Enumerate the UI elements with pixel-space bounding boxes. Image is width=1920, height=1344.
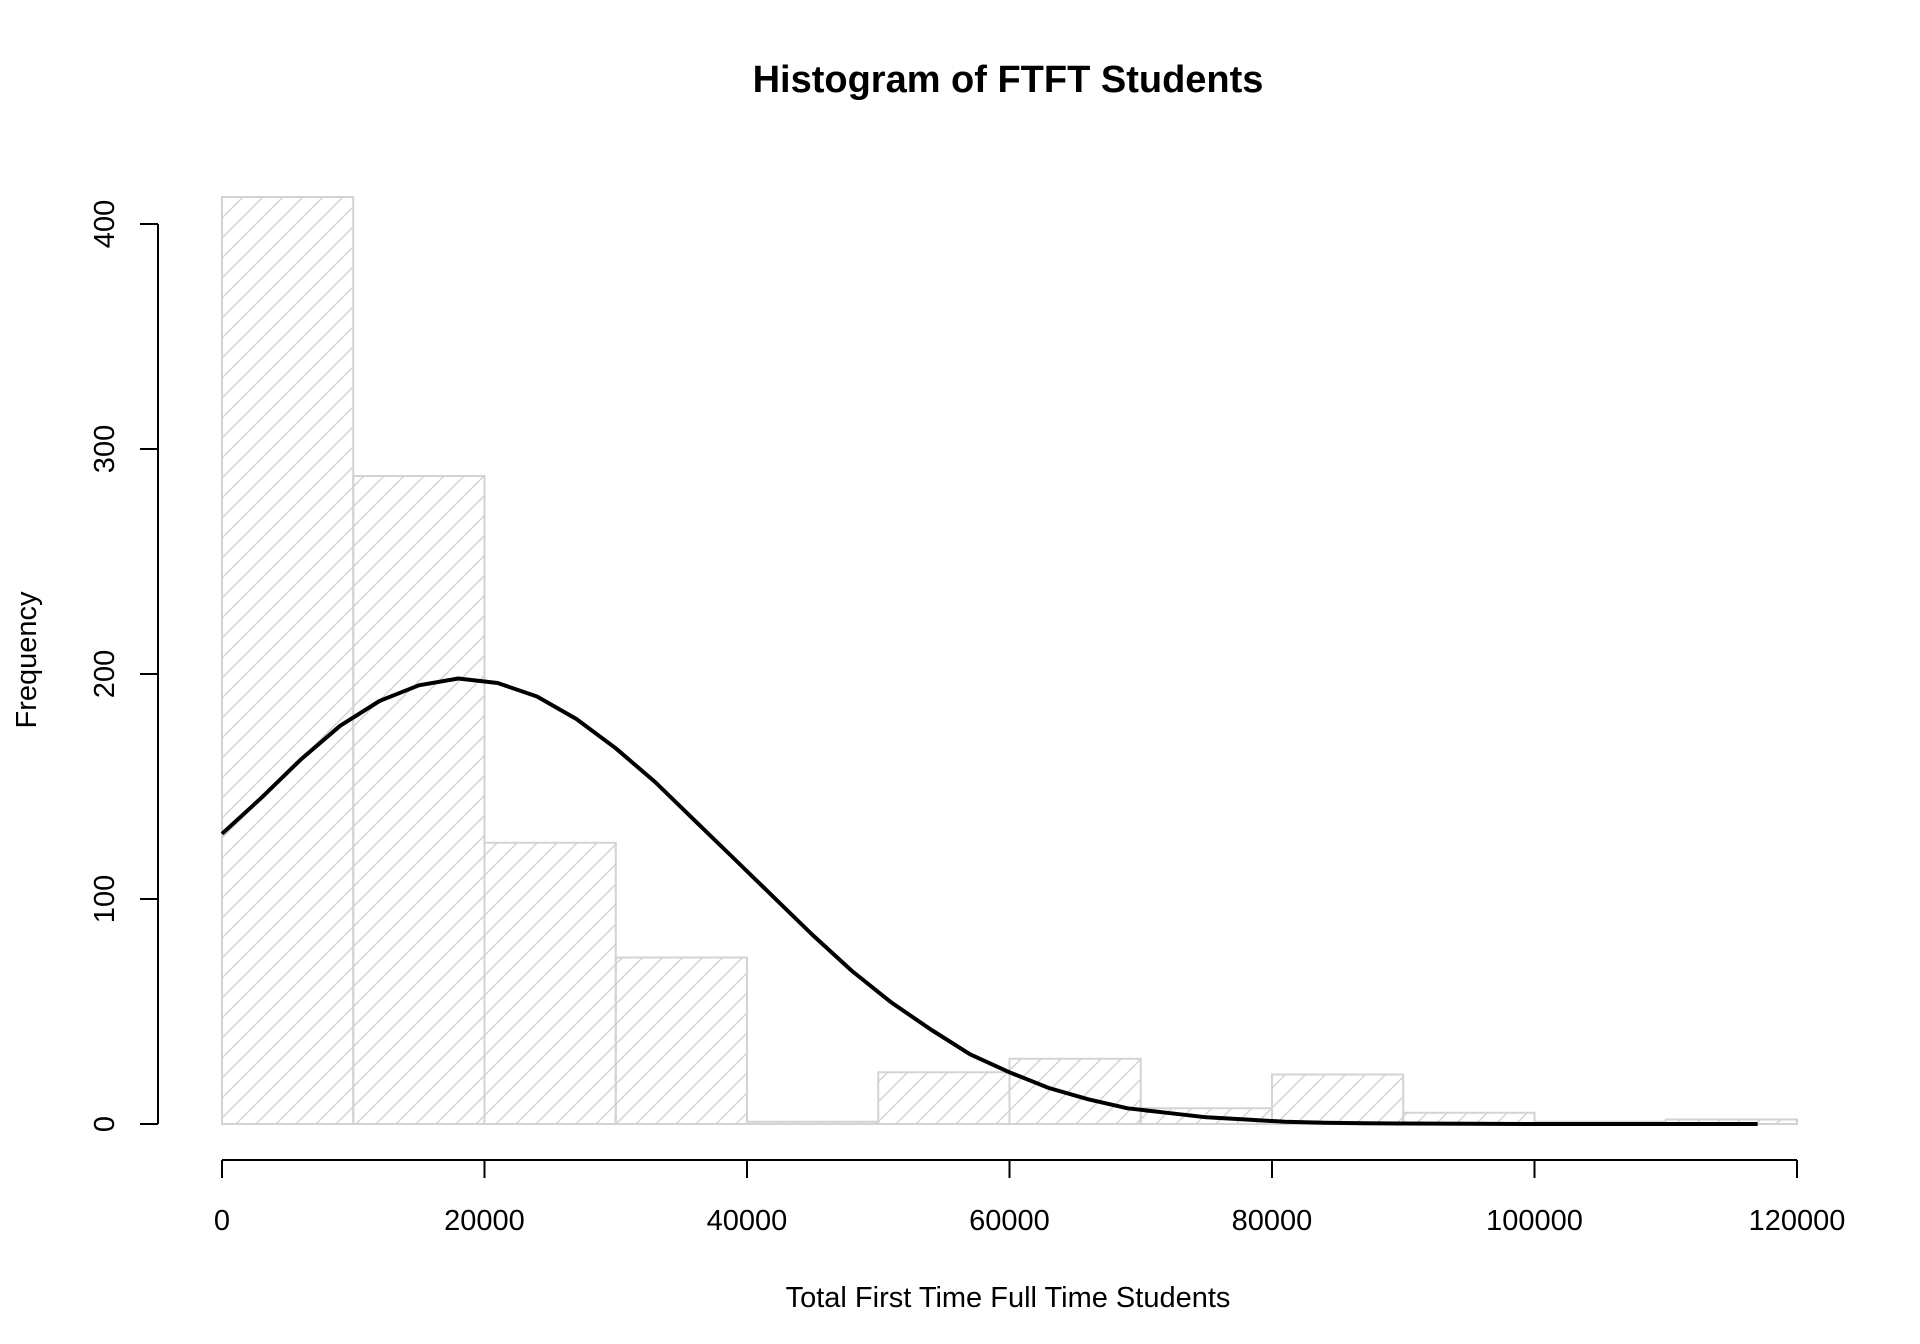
histogram-bar-5: [877, 1071, 1011, 1125]
histogram-bar-8: [1271, 1073, 1405, 1125]
x-axis-label: Total First Time Full Time Students: [786, 1282, 1231, 1314]
chart-title: Histogram of FTFT Students: [753, 59, 1264, 101]
y-axis: 0 100 200 300 400: [89, 200, 159, 1132]
histogram-bar-4: [746, 1120, 880, 1125]
y-tick-label-0: 0: [89, 1116, 121, 1132]
y-tick-label-2: 200: [89, 650, 121, 698]
x-tick-label-0: 0: [214, 1205, 230, 1237]
y-tick-label-4: 400: [89, 200, 121, 248]
histogram-bar-0: [221, 196, 355, 1125]
x-tick-label-6: 120000: [1749, 1205, 1846, 1237]
y-tick-label-1: 100: [89, 875, 121, 923]
histogram-bar-2: [483, 841, 617, 1125]
y-tick-label-3: 300: [89, 425, 121, 473]
histogram-bar-6: [1008, 1057, 1142, 1125]
x-tick-label-1: 20000: [444, 1205, 525, 1237]
x-axis: 0 20000 40000 60000 80000 100000 120000: [214, 1159, 1846, 1237]
histogram-bar-3: [614, 956, 748, 1125]
x-tick-label-3: 60000: [969, 1205, 1050, 1237]
y-axis-label: Frequency: [11, 591, 43, 729]
x-tick-label-4: 80000: [1232, 1205, 1313, 1237]
histogram-bars: [221, 196, 1798, 1125]
x-tick-label-2: 40000: [707, 1205, 788, 1237]
x-tick-label-5: 100000: [1486, 1205, 1583, 1237]
histogram-bar-1: [352, 475, 486, 1125]
density-curve: [220, 676, 1758, 1126]
